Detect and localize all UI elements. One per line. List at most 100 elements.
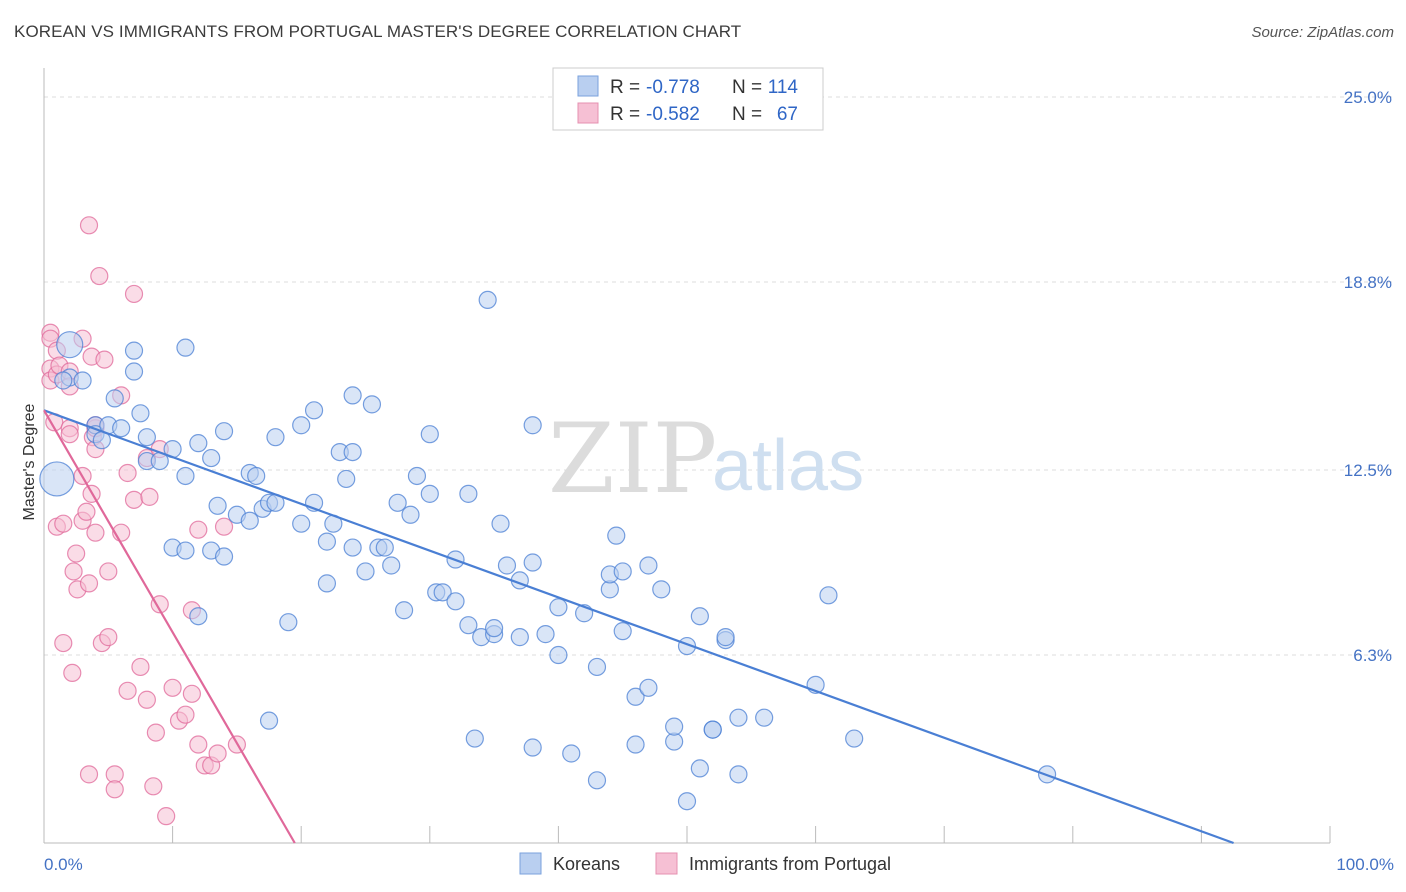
korean-point — [677, 792, 697, 811]
portugal-point — [182, 684, 201, 703]
portugal-point — [124, 284, 144, 304]
korean-point — [819, 586, 838, 605]
portugal-point — [146, 723, 165, 742]
portugal-point — [64, 562, 83, 581]
korean-point — [343, 442, 362, 462]
portugal-point — [118, 463, 137, 483]
korean-point — [626, 735, 645, 754]
korean-point — [382, 556, 401, 575]
korean-point — [317, 532, 337, 551]
korean-point — [639, 556, 658, 575]
legend-r-value-1: -0.778 — [646, 77, 700, 98]
korean-point — [131, 404, 150, 423]
grid-lines — [44, 96, 1394, 656]
korean-point — [729, 708, 748, 727]
legend-n-label-1: N = — [732, 77, 762, 98]
portugal-point — [99, 562, 118, 581]
y-tick-labels: 6.3% 12.5% 18.8% 25.0% — [1344, 88, 1392, 665]
y-tick-label: 6.3% — [1353, 646, 1392, 665]
x-tick-label-min: 0.0% — [44, 855, 83, 874]
korean-point — [112, 419, 131, 438]
legend-swatch-portugal — [577, 102, 599, 124]
korean-point — [401, 505, 420, 524]
korean-point — [292, 416, 311, 435]
portugal-point — [79, 574, 99, 593]
korean-point — [317, 574, 337, 593]
korean-point — [214, 422, 234, 441]
series-swatch-portugal — [655, 852, 678, 875]
korean-point — [420, 425, 439, 444]
axes — [43, 68, 1331, 844]
chart-source: Source: ZipAtlas.com — [1251, 24, 1394, 41]
korean-point — [388, 493, 407, 512]
korean-point — [407, 466, 427, 486]
korean-point — [202, 448, 221, 468]
portugal-point — [208, 744, 227, 763]
korean-point — [491, 514, 510, 533]
korean-point — [690, 607, 709, 626]
korean-point — [189, 607, 208, 626]
korean-point — [362, 395, 382, 414]
korean-point — [587, 771, 607, 790]
korean-point — [755, 708, 774, 727]
korean-point — [124, 341, 144, 360]
korean-point — [536, 625, 555, 644]
legend-r-value-2: -0.582 — [646, 104, 700, 125]
korean-point — [549, 598, 568, 617]
korean-point — [613, 562, 632, 581]
y-tick-label: 18.8% — [1344, 273, 1392, 292]
korean-point — [523, 553, 542, 572]
portugal-point — [67, 544, 86, 563]
correlation-legend: R = -0.778 N = 114 R = -0.582 N = 67 — [552, 67, 824, 131]
korean-point — [845, 729, 864, 748]
korean-point — [716, 628, 735, 647]
korean-point — [189, 434, 208, 453]
chart-title: KOREAN VS IMMIGRANTS FROM PORTUGAL MASTE… — [14, 22, 742, 41]
y-axis-title: Master's Degree — [21, 403, 38, 520]
korean-point — [587, 657, 607, 677]
korean-point — [176, 541, 195, 560]
portugal-point — [60, 425, 79, 444]
portugal-point — [124, 490, 144, 509]
korean-point — [54, 371, 73, 390]
korean-point — [214, 547, 234, 566]
portugal-points — [41, 216, 246, 826]
korean-point — [343, 538, 362, 557]
y-tick-label: 12.5% — [1344, 461, 1392, 480]
korean-point — [485, 619, 504, 638]
korean-point — [279, 613, 298, 632]
korean-point — [652, 580, 671, 599]
portugal-point — [189, 520, 208, 539]
korean-trend-line — [43, 409, 1234, 845]
korean-point — [176, 466, 195, 486]
korean-point — [639, 678, 658, 697]
korean-point — [523, 416, 542, 435]
korean-point — [137, 428, 156, 447]
legend-r-label-2: R = — [610, 104, 640, 125]
legend-n-label-2: N = — [732, 104, 762, 125]
korean-point — [665, 717, 684, 736]
korean-point — [729, 765, 748, 784]
watermark-zip: ZIP — [548, 403, 717, 515]
korean-point — [465, 729, 484, 748]
portugal-point — [105, 780, 124, 799]
korean-point — [56, 331, 84, 359]
portugal-point — [54, 514, 73, 533]
series-legend: Koreans Immigrants from Portugal — [519, 852, 891, 875]
korean-point — [459, 616, 478, 635]
x-tick-label-max: 100.0% — [1336, 855, 1394, 874]
korean-point — [247, 466, 266, 486]
portugal-point — [131, 657, 150, 677]
korean-point — [292, 514, 311, 533]
legend-r-label-1: R = — [610, 77, 640, 98]
portugal-point — [150, 595, 169, 614]
portugal-point — [163, 678, 182, 697]
portugal-point — [95, 350, 114, 369]
legend-n-value-1: 114 — [768, 77, 799, 98]
watermark: ZIP atlas — [548, 403, 864, 515]
korean-point — [208, 496, 227, 515]
series-label-korean: Koreans — [553, 854, 620, 874]
korean-point — [478, 290, 497, 310]
korean-point — [266, 428, 285, 447]
legend-n-value-2: 67 — [777, 104, 798, 125]
